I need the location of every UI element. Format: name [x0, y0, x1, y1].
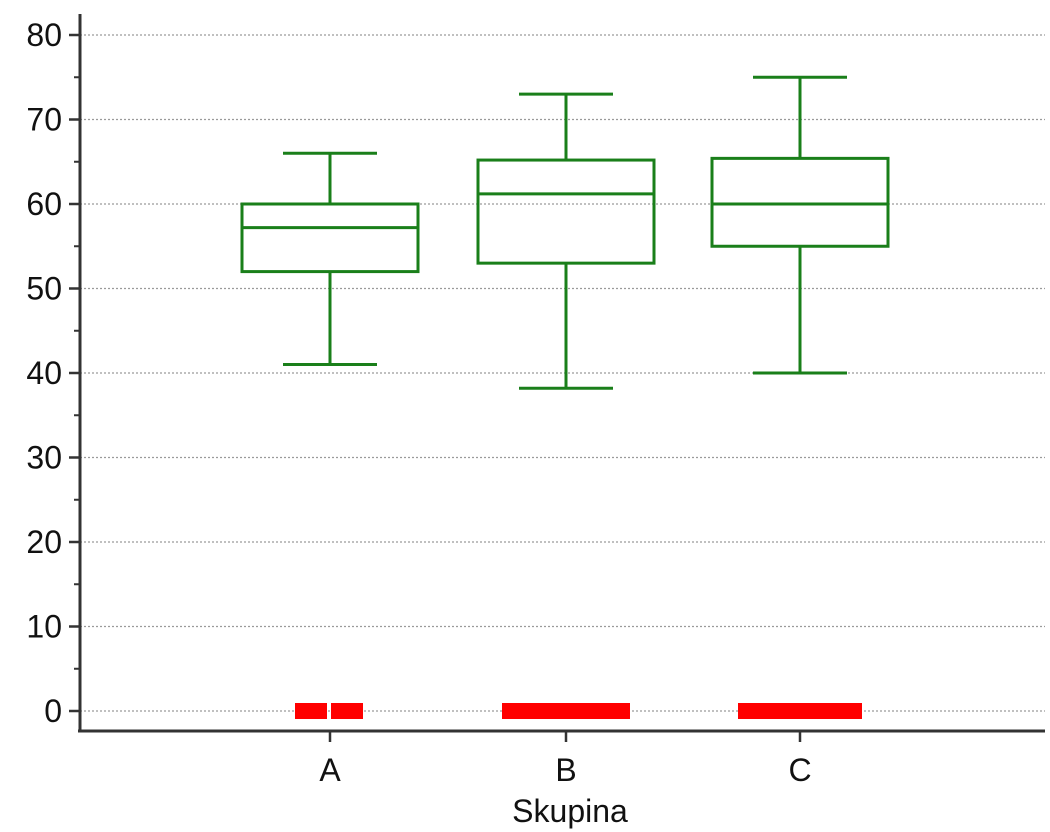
axes	[69, 14, 1045, 742]
x-tick-label: A	[319, 752, 341, 788]
baseline-marker-C	[738, 703, 862, 719]
y-tick-label: 70	[26, 102, 62, 138]
boxes	[240, 75, 890, 390]
gridlines	[80, 34, 1045, 712]
tick-labels: 0 10 20 30 40 50 60 70 80 A B C	[26, 17, 811, 788]
baseline-marker-B	[502, 703, 630, 719]
y-tick-label: 50	[26, 271, 62, 307]
x-tick-label: C	[788, 752, 811, 788]
y-tick-label: 80	[26, 17, 62, 53]
x-axis-title: Skupina	[512, 793, 628, 829]
y-tick-label: 60	[26, 186, 62, 222]
y-tick-label: 20	[26, 524, 62, 560]
y-tick-label: 30	[26, 440, 62, 476]
x-tick-label: B	[555, 752, 576, 788]
box-B	[476, 158, 656, 265]
baseline-markers	[295, 703, 862, 719]
y-tick-label: 0	[44, 693, 62, 729]
box-C	[710, 156, 890, 248]
baseline-marker-A-left	[295, 703, 327, 719]
baseline-marker-A-right	[331, 703, 363, 719]
y-tick-label: 40	[26, 355, 62, 391]
box-A	[240, 202, 420, 274]
y-tick-label: 10	[26, 609, 62, 645]
